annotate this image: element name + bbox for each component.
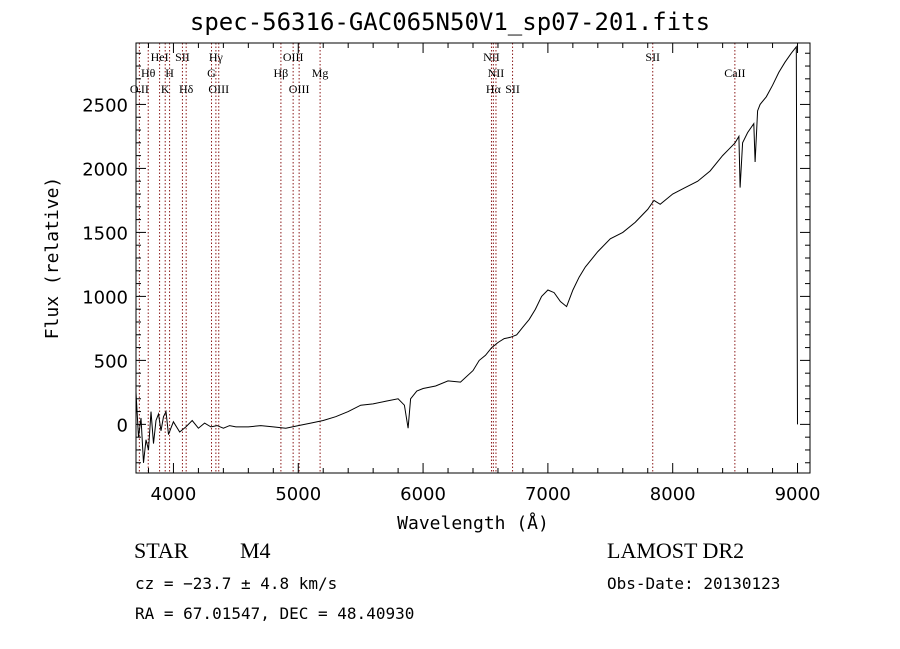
- observation-date: Obs-Date: 20130123: [607, 574, 781, 593]
- line-label-17: SII: [505, 82, 520, 96]
- line-label-0: O II: [130, 82, 149, 96]
- line-label-1: Hθ: [141, 66, 156, 80]
- y-tick-label-4: 2000: [82, 159, 128, 180]
- x-tick-label-0: 4000: [151, 484, 197, 505]
- survey-name: LAMOST DR2: [607, 538, 745, 563]
- redshift-cz: cz = −23.7 ± 4.8 km/s: [135, 574, 338, 593]
- x-tick-label-2: 6000: [400, 484, 446, 505]
- object-class: STAR: [134, 538, 189, 563]
- line-label-2: HeI: [151, 50, 169, 64]
- line-label-3: K: [161, 82, 170, 96]
- line-label-13: Mg: [312, 66, 329, 80]
- spectrum-line: [135, 45, 798, 463]
- line-label-16: NII: [488, 66, 505, 80]
- line-label-7: G: [207, 66, 216, 80]
- line-label-8: Hγ: [209, 50, 224, 64]
- y-tick-label-0: 0: [117, 415, 128, 436]
- y-tick-label-1: 500: [94, 351, 128, 372]
- y-axis-label: Flux (relative): [42, 177, 63, 340]
- chart-title: spec-56316-GAC065N50V1_sp07-201.fits: [189, 8, 711, 36]
- line-label-11: OIII: [283, 50, 304, 64]
- ra-dec: RA = 67.01547, DEC = 48.40930: [135, 604, 415, 623]
- line-label-12: OIII: [289, 82, 310, 96]
- line-label-4: H: [165, 66, 174, 80]
- y-tick-label-2: 1000: [82, 287, 128, 308]
- line-label-10: Hβ: [274, 66, 289, 80]
- plot-frame: [135, 42, 811, 474]
- line-label-18: SII: [645, 50, 660, 64]
- line-label-14: NII: [483, 50, 500, 64]
- line-label-15: Hα: [486, 82, 502, 96]
- line-label-9: OIII: [208, 82, 229, 96]
- line-label-6: Hδ: [179, 82, 194, 96]
- x-tick-label-1: 5000: [275, 484, 321, 505]
- x-axis-label: Wavelength (Å): [397, 512, 549, 534]
- object-subclass: M4: [240, 538, 271, 563]
- x-tick-label-3: 7000: [525, 484, 571, 505]
- x-tick-label-4: 8000: [650, 484, 696, 505]
- line-label-5: SII: [175, 50, 190, 64]
- line-label-19: CaII: [724, 66, 745, 80]
- x-tick-label-5: 9000: [775, 484, 821, 505]
- y-tick-label-3: 1500: [82, 223, 128, 244]
- y-tick-label-5: 2500: [82, 95, 128, 116]
